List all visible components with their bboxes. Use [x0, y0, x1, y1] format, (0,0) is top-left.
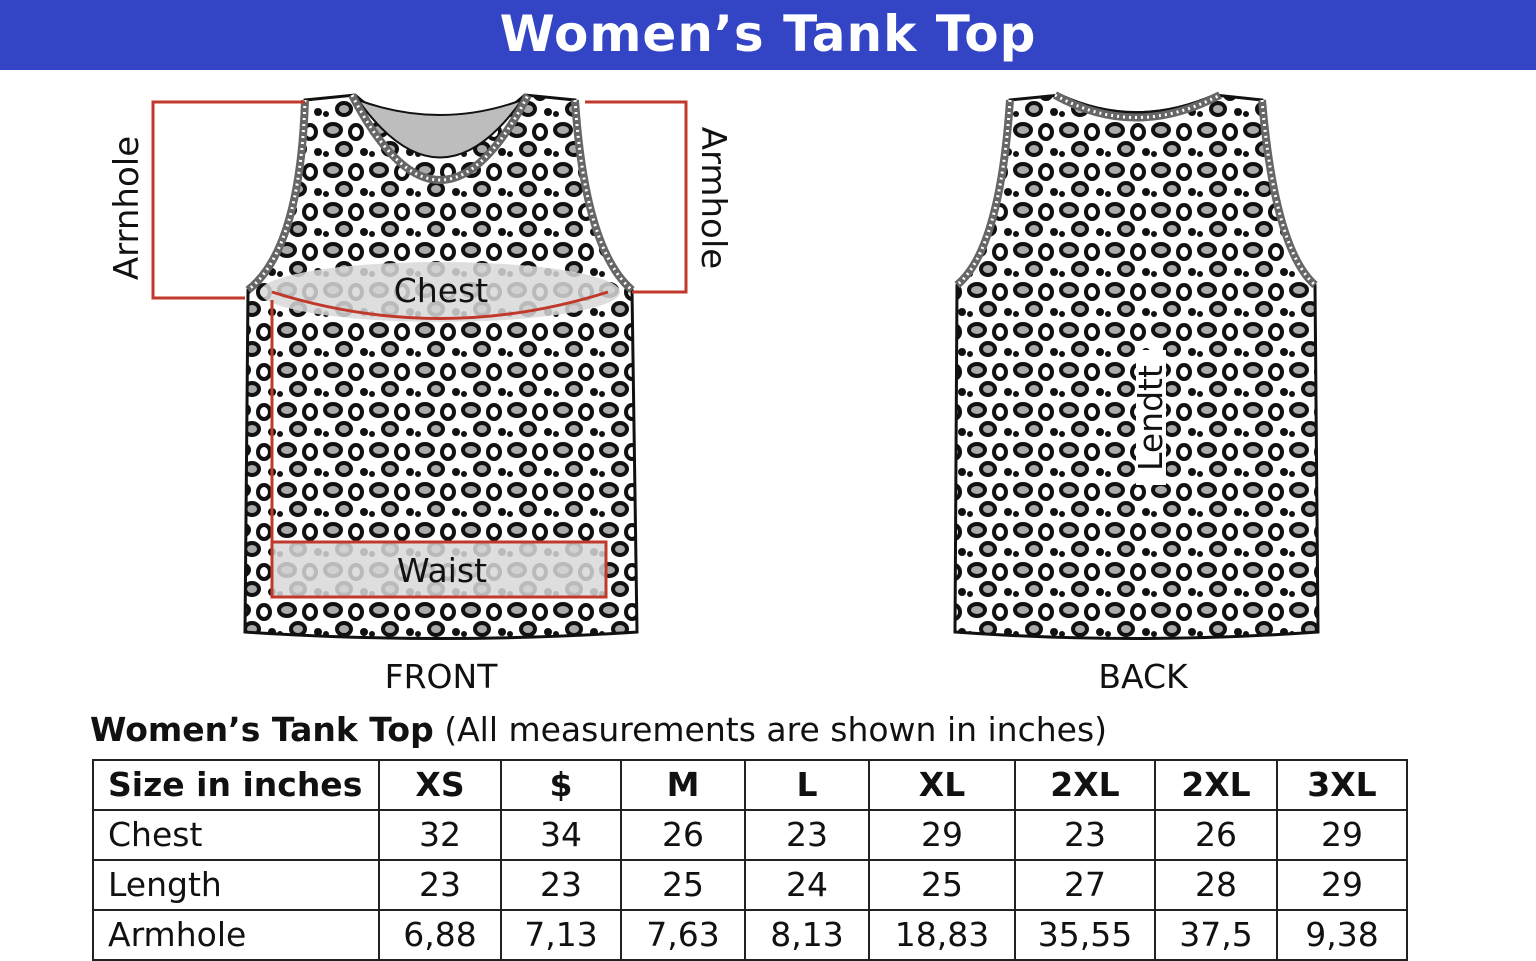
- table-cell: 6,88: [378, 909, 502, 961]
- size-header: XL: [868, 759, 1016, 811]
- table-cell: 18,83: [868, 909, 1016, 961]
- table-cell: 27: [1014, 859, 1156, 911]
- waist-label: Waist: [397, 551, 487, 590]
- table-heading: Women’s Tank Top (All measurements are s…: [90, 710, 1107, 749]
- table-cell: 29: [868, 809, 1016, 861]
- table-cell: 23: [1014, 809, 1156, 861]
- table-cell: 9,38: [1276, 909, 1408, 961]
- armhole-left-label: Arrnhole: [107, 136, 147, 280]
- table-row: Armhole 6,88 7,13 7,63 8,13 18,83 35,55 …: [92, 909, 1408, 961]
- table-cell: 29: [1276, 859, 1408, 911]
- table-cell: 35,55: [1014, 909, 1156, 961]
- table-cell: 23: [500, 859, 622, 911]
- size-header: 2XL: [1154, 759, 1278, 811]
- back-view-label: BACK: [1098, 657, 1188, 696]
- table-cell: 26: [620, 809, 746, 861]
- table-row: Length 23 23 25 24 25 27 28 29: [92, 859, 1408, 911]
- table-row: Chest 32 34 26 23 29 23 26 29: [92, 809, 1408, 861]
- row-label: Length: [92, 859, 380, 911]
- table-cell: 23: [378, 859, 502, 911]
- size-header: M: [620, 759, 746, 811]
- armhole-right-label: Armhole: [693, 127, 733, 269]
- table-cell: 28: [1154, 859, 1278, 911]
- length-label: Lendtt: [1131, 365, 1170, 471]
- table-cell: 7,13: [500, 909, 622, 961]
- row-label: Chest: [92, 809, 380, 861]
- table-cell: 32: [378, 809, 502, 861]
- banner-title: Women’s Tank Top: [499, 5, 1037, 63]
- table-header-row: Size in inches XS $ M L XL 2XL 2XL 3XL: [92, 759, 1408, 811]
- table-cell: 7,63: [620, 909, 746, 961]
- table-cell: 37,5: [1154, 909, 1278, 961]
- table-cell: 24: [744, 859, 870, 911]
- row-label: Armhole: [92, 909, 380, 961]
- table-cell: 26: [1154, 809, 1278, 861]
- size-table: Size in inches XS $ M L XL 2XL 2XL 3XL C…: [92, 759, 1408, 961]
- front-shirt-body: [243, 93, 639, 640]
- size-header: XS: [378, 759, 502, 811]
- table-cell: 25: [620, 859, 746, 911]
- title-banner: Women’s Tank Top: [0, 0, 1536, 70]
- size-header: 3XL: [1276, 759, 1408, 811]
- table-cell: 23: [744, 809, 870, 861]
- size-header: 2XL: [1014, 759, 1156, 811]
- table-heading-note: (All measurements are shown in inches): [444, 710, 1108, 749]
- front-measure-lines: [151, 100, 688, 599]
- size-header: $: [500, 759, 622, 811]
- size-header: L: [744, 759, 870, 811]
- back-shirt-body: [953, 91, 1320, 640]
- front-view-label: FRONT: [384, 657, 498, 696]
- table-cell: 29: [1276, 809, 1408, 861]
- table-cell: 34: [500, 809, 622, 861]
- table-cell: 25: [868, 859, 1016, 911]
- table-cell: 8,13: [744, 909, 870, 961]
- chest-label: Chest: [394, 271, 488, 310]
- header-size-label: Size in inches: [92, 759, 380, 811]
- table-heading-bold: Women’s Tank Top: [90, 710, 434, 749]
